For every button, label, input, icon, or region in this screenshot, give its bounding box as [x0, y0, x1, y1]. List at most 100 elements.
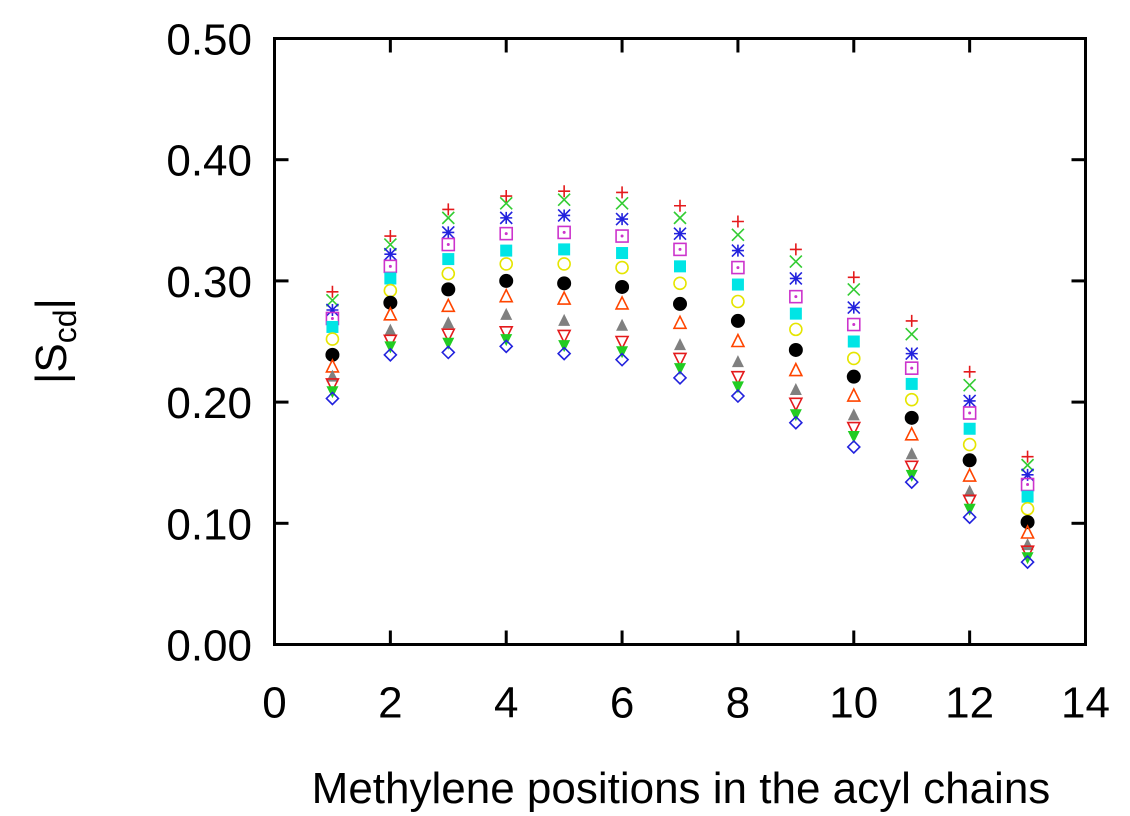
data-point	[847, 271, 860, 284]
data-point	[788, 415, 803, 430]
data-point	[383, 283, 398, 298]
data-point	[499, 211, 513, 225]
data-point	[846, 317, 861, 332]
data-point	[672, 370, 688, 385]
data-point	[789, 307, 802, 320]
data-point	[1021, 490, 1034, 503]
data-point	[674, 260, 686, 273]
data-point	[614, 335, 630, 351]
y-tick-label: 0.20	[166, 379, 252, 428]
data-point	[615, 196, 629, 210]
data-point	[672, 314, 688, 330]
data-point	[963, 503, 976, 516]
x-tick-label: 6	[610, 679, 634, 728]
data-series	[326, 307, 1034, 551]
data-point	[673, 276, 687, 291]
data-point	[846, 387, 862, 402]
x-tick-label: 10	[829, 679, 878, 728]
data-point	[441, 237, 456, 252]
x-tick-label: 12	[945, 679, 994, 728]
data-point	[558, 243, 571, 256]
data-point	[904, 474, 919, 490]
data-point	[616, 346, 629, 359]
data-point	[616, 186, 629, 199]
data-point	[1020, 545, 1035, 560]
data-point	[383, 247, 397, 261]
data-point	[499, 226, 514, 241]
y-axis-title-main: |S	[27, 343, 76, 384]
data-point	[326, 285, 339, 298]
data-point	[325, 303, 339, 317]
data-point	[384, 341, 397, 354]
data-point	[614, 352, 630, 367]
data-point	[557, 276, 572, 291]
data-point	[731, 381, 744, 394]
data-point	[558, 313, 571, 326]
y-tick-label: 0.10	[166, 500, 252, 549]
data-point	[731, 294, 745, 309]
data-point	[556, 329, 572, 345]
data-point	[904, 460, 920, 476]
data-point	[1020, 501, 1035, 516]
data-point	[672, 352, 688, 368]
data-point	[499, 196, 513, 210]
y-tick-label: 0.00	[166, 622, 252, 671]
data-series	[325, 273, 1035, 530]
data-series	[325, 339, 1035, 570]
data-point	[905, 347, 919, 361]
x-axis-title: Methylene positions in the acyl chains	[312, 764, 1051, 813]
data-point	[500, 190, 513, 203]
data-point	[731, 244, 745, 258]
data-point	[789, 254, 803, 269]
data-point	[499, 339, 514, 354]
data-point	[326, 320, 339, 333]
data-point	[383, 295, 398, 310]
data-point	[962, 494, 977, 510]
data-series	[325, 193, 1035, 472]
data-point	[441, 282, 456, 297]
data-point	[499, 273, 514, 288]
data-point	[615, 229, 629, 243]
data-point	[498, 326, 514, 341]
data-points	[325, 185, 1035, 570]
data-point	[962, 406, 977, 420]
data-point	[441, 225, 455, 239]
data-point	[963, 365, 976, 378]
data-point	[905, 314, 918, 327]
data-point	[558, 185, 571, 198]
data-point	[963, 422, 976, 435]
data-point	[904, 410, 919, 425]
data-point	[498, 287, 514, 303]
data-point	[846, 351, 861, 366]
data-point	[788, 342, 803, 357]
data-point	[441, 211, 455, 225]
data-point	[673, 211, 687, 225]
y-tick-label: 0.30	[166, 258, 252, 307]
x-tick-label: 14	[1061, 679, 1110, 728]
y-tick-label: 0.40	[166, 137, 252, 186]
data-point	[557, 257, 571, 271]
axis-ticks	[274, 38, 1086, 645]
data-point	[788, 397, 804, 413]
data-point	[383, 334, 398, 350]
data-point	[616, 247, 629, 260]
data-series	[325, 287, 1035, 539]
y-axis-title-subscript: cd	[47, 309, 83, 343]
data-point	[384, 272, 397, 285]
data-point	[1021, 458, 1035, 472]
data-point	[441, 345, 456, 360]
data-point	[963, 394, 977, 408]
data-point	[499, 257, 514, 271]
data-point	[325, 391, 340, 406]
data-point	[673, 227, 687, 241]
data-point	[1020, 515, 1035, 530]
data-point	[1021, 552, 1034, 565]
y-axis-title: |Scd|	[27, 298, 83, 384]
data-point	[383, 259, 398, 274]
data-point	[730, 370, 746, 386]
data-point	[962, 453, 977, 468]
data-point	[442, 253, 455, 266]
data-point	[384, 323, 397, 336]
data-series	[325, 326, 1035, 560]
data-series	[326, 243, 1034, 503]
